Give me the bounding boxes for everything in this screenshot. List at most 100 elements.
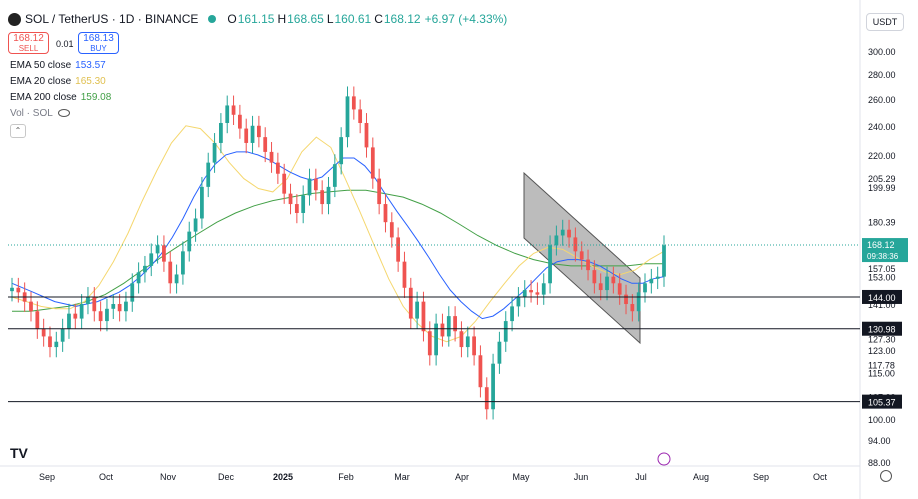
candle-body xyxy=(370,147,375,179)
y-tick-label: 300.00 xyxy=(868,47,896,57)
currency-selector[interactable]: USDT xyxy=(866,13,904,31)
y-tick-label: 280.00 xyxy=(868,70,896,80)
candle-body xyxy=(497,341,502,364)
candle-body xyxy=(130,283,135,302)
candle-body xyxy=(389,222,394,238)
candle-body xyxy=(624,294,628,305)
open-value: 161.15 xyxy=(237,12,275,26)
close-value: 168.12 xyxy=(383,12,421,26)
indicator-ema50[interactable]: EMA 50 close 153.57 xyxy=(10,60,106,71)
x-tick-label: Oct xyxy=(99,472,114,482)
candle-body xyxy=(181,251,185,275)
candle-body xyxy=(453,316,457,332)
sell-price: 168.12 xyxy=(13,33,44,44)
x-tick-label: Oct xyxy=(813,472,828,482)
candle-body xyxy=(611,276,616,284)
candle-body xyxy=(586,259,590,271)
candle-body xyxy=(377,178,382,205)
candle-body xyxy=(206,162,211,187)
candle-body xyxy=(541,283,546,295)
buy-price: 168.13 xyxy=(83,33,114,44)
sell-button[interactable]: 168.12 SELL xyxy=(8,32,49,54)
candle-body xyxy=(358,109,363,123)
eye-hidden-icon[interactable] xyxy=(57,109,70,118)
y-tick-label: 180.39 xyxy=(868,217,896,227)
candle-body xyxy=(415,301,420,319)
candle-body xyxy=(617,283,622,295)
candle-body xyxy=(560,229,565,236)
candle-body xyxy=(225,105,230,123)
candle-body xyxy=(174,274,179,284)
close-label: C xyxy=(374,12,383,26)
candle-body xyxy=(598,283,603,291)
indicator-ema200[interactable]: EMA 200 close 159.08 xyxy=(10,92,111,103)
candle-body xyxy=(465,336,470,348)
y-tick-label: 115.00 xyxy=(868,368,895,378)
y-tick-label: 123.00 xyxy=(868,346,896,356)
candle-body xyxy=(162,245,166,262)
x-tick-label: Nov xyxy=(160,472,177,482)
candle-body xyxy=(503,321,508,342)
candle-body xyxy=(383,204,388,223)
indicator-ema20[interactable]: EMA 20 close 165.30 xyxy=(10,76,106,87)
buy-button[interactable]: 168.13 BUY xyxy=(78,32,119,54)
ema50-line xyxy=(11,151,665,320)
candle-body xyxy=(282,173,287,194)
open-label: O xyxy=(227,12,237,26)
candle-body xyxy=(491,363,495,410)
candle-body xyxy=(143,265,147,273)
candle-body xyxy=(649,278,654,284)
tradingview-logo: TV xyxy=(10,445,28,461)
candle-body xyxy=(275,162,280,174)
x-tick-label: Dec xyxy=(218,472,235,482)
candle-body xyxy=(98,311,103,322)
y-tick-label: 260.00 xyxy=(868,95,896,105)
x-tick-label: Aug xyxy=(693,472,709,482)
ema200-line xyxy=(12,189,664,312)
candle-body xyxy=(421,301,426,332)
y-tick-label: 117.78 xyxy=(868,360,895,370)
candle-body xyxy=(478,355,483,388)
candle-body xyxy=(111,304,116,309)
x-tick-label: Jul xyxy=(635,472,647,482)
candle-body xyxy=(155,245,160,254)
candle-body xyxy=(250,125,255,143)
candle-body xyxy=(655,276,660,279)
candle-body xyxy=(345,96,350,138)
candle-body xyxy=(567,229,571,238)
indicator-volume[interactable]: Vol · SOL xyxy=(10,108,70,119)
candle-body xyxy=(168,261,173,284)
gear-icon[interactable] xyxy=(880,470,892,482)
x-tick-label: Sep xyxy=(753,472,769,482)
change-value: +6.97 (+4.33%) xyxy=(424,12,508,26)
x-tick-label: 2025 xyxy=(273,472,293,482)
candle-body xyxy=(35,311,40,329)
y-tick-label: 205.29 xyxy=(868,174,896,184)
candle-body xyxy=(187,231,192,252)
y-tick-label: 88.00 xyxy=(868,458,891,468)
spread-value: 0.01 xyxy=(56,39,74,49)
y-tick-label: 94.00 xyxy=(868,436,891,446)
candle-body xyxy=(92,296,97,312)
y-tick-label: 100.00 xyxy=(868,415,896,425)
high-value: 168.65 xyxy=(287,12,324,26)
x-tick-label: Sep xyxy=(39,472,55,482)
candle-body xyxy=(402,261,407,288)
candle-body xyxy=(16,287,21,293)
horizontal-level-label: 130.98 xyxy=(868,325,896,335)
indicator-ema50-value: 153.57 xyxy=(75,60,106,71)
indicator-ema200-value: 159.08 xyxy=(80,92,112,103)
candle-body xyxy=(427,331,432,356)
horizontal-level-tag xyxy=(862,321,902,336)
y-tick-label: 220.00 xyxy=(868,151,896,161)
candle-body xyxy=(510,306,514,322)
horizontal-level-tag xyxy=(862,289,902,304)
candle-body xyxy=(332,164,337,187)
indicator-ema20-label: EMA 20 close xyxy=(10,76,72,87)
candle-body xyxy=(636,292,641,312)
candle-body xyxy=(301,195,306,213)
horizontal-level-label: 105.37 xyxy=(868,398,896,408)
chevron-up-icon[interactable]: ⌃ xyxy=(10,124,26,138)
